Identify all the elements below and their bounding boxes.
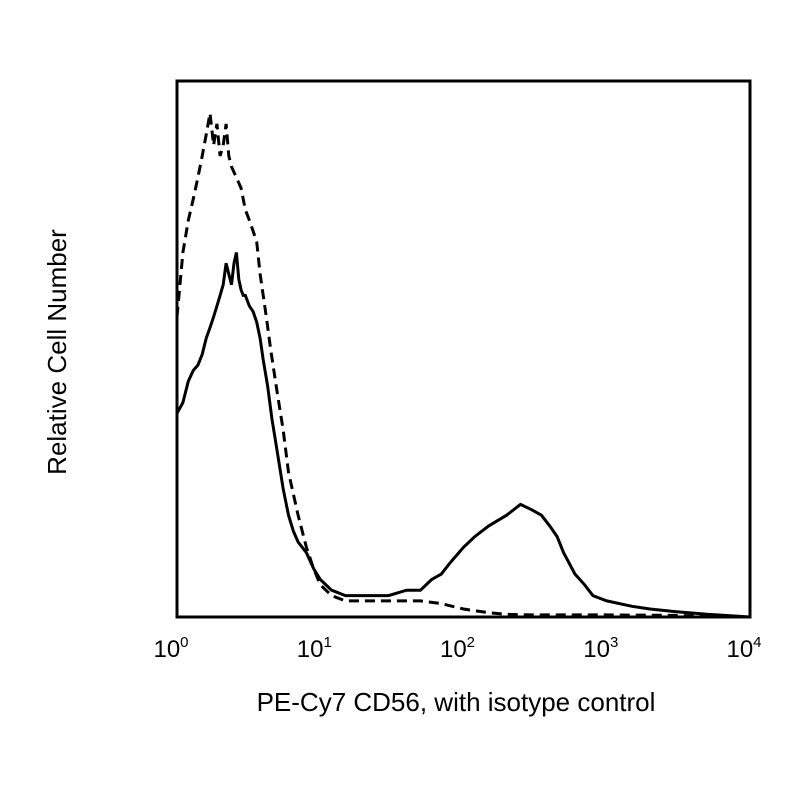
x-tick-base: 10 [440, 636, 467, 663]
x-tick-label: 100 [153, 634, 188, 663]
x-axis-label: PE-Cy7 CD56, with isotype control [257, 687, 656, 717]
x-tick-base: 10 [153, 636, 180, 663]
x-tick-label: 102 [440, 634, 475, 663]
x-tick-exponent: 0 [180, 634, 188, 651]
x-tick-exponent: 3 [610, 634, 618, 651]
x-tick-label: 103 [583, 634, 618, 663]
x-tick-labels: 100 101 102 103 104 [153, 634, 761, 663]
x-tick-base: 10 [583, 636, 610, 663]
plot-frame [175, 79, 752, 619]
x-tick-label: 101 [297, 634, 332, 663]
x-tick-base: 10 [297, 636, 324, 663]
x-tick-exponent: 4 [753, 634, 761, 651]
x-tick-label: 104 [726, 634, 761, 663]
plot-layer [175, 112, 751, 619]
x-tick-base: 10 [726, 636, 753, 663]
dashed-series-line [175, 112, 751, 619]
x-tick-exponent: 2 [467, 634, 475, 651]
y-axis-label: Relative Cell Number [42, 229, 72, 475]
solid-series-line [175, 252, 751, 619]
x-tick-exponent: 1 [323, 634, 331, 651]
